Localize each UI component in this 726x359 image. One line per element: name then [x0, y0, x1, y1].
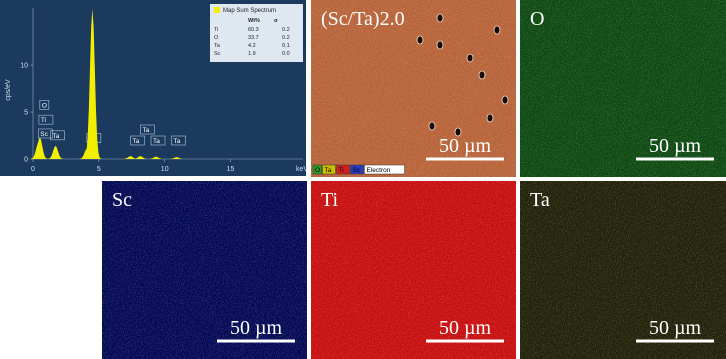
legend-swatch [214, 7, 220, 13]
peak-label-box [171, 135, 186, 146]
scale-bar-label: 50 µm [439, 317, 492, 339]
pore [428, 121, 436, 131]
table-cell: 0.0 [282, 51, 290, 57]
map-legend-chip [312, 164, 322, 175]
pore [493, 25, 501, 35]
pore [416, 35, 424, 45]
pore [454, 127, 462, 137]
table-cell: 4.2 [248, 43, 256, 49]
spectrum-title: Map Sum Spectrum [223, 8, 276, 14]
table-cell: 0.2 [282, 35, 290, 41]
table-cell: Ta [214, 43, 221, 49]
table-header: Wt% [248, 18, 260, 24]
map-legend-chip [336, 164, 350, 175]
y-tick-label: 0 [24, 157, 28, 164]
peak-label: Sc [40, 131, 48, 138]
peak-label-box [38, 128, 53, 139]
y-axis-label: cps/eV [5, 79, 12, 101]
table-cell: Sc [214, 51, 221, 57]
peak-label-box [39, 100, 50, 110]
map-noise [311, 181, 516, 359]
y-tick-label: 5 [24, 110, 28, 117]
peak-label: Ta [132, 138, 139, 145]
x-tick-label: 15 [227, 166, 235, 173]
map-legend-label: Ta [325, 167, 332, 174]
map-legend-label: Electron [367, 167, 391, 174]
map-noise [311, 0, 516, 177]
map-legend-label: Ti [339, 167, 344, 174]
spectrum-peak [45, 145, 66, 159]
pore [436, 13, 444, 23]
table-cell: 0.2 [282, 27, 290, 33]
map-legend-chip [364, 164, 405, 175]
map-noise [102, 181, 307, 359]
peak-label: Ti [41, 117, 46, 124]
peak-label-box [50, 130, 65, 141]
table-header: σ [274, 18, 278, 24]
y-tick-label: 10 [20, 63, 28, 70]
x-tick-label: 10 [161, 166, 169, 173]
pore [478, 70, 486, 80]
spectrum-peak [130, 156, 150, 159]
spectrum-peak [146, 156, 166, 159]
peak-label: Ta [53, 133, 60, 140]
spectrum-peak [82, 8, 102, 159]
x-axis-label: keV [296, 166, 308, 173]
map-label: Sc [112, 189, 132, 211]
scale-bar-label: 50 µm [649, 135, 702, 157]
spectrum-table-box [210, 4, 303, 62]
peak-label: Ta [142, 127, 149, 134]
peak-label: Ta [153, 138, 160, 145]
map-noise [520, 181, 726, 359]
table-cell: O [214, 35, 219, 41]
scale-bar-label: 50 µm [230, 317, 283, 339]
map-legend-chip [350, 164, 364, 175]
map-noise [520, 0, 726, 177]
map-legend-label: Sc [353, 167, 361, 174]
scale-bar-label: 50 µm [649, 317, 702, 339]
table-cell: 33.7 [248, 35, 259, 41]
peak-label-box [150, 135, 166, 146]
peak-label: O [42, 102, 47, 109]
table-cell: Ti [214, 27, 218, 33]
map-label: Ta [530, 189, 550, 211]
x-tick-label: 5 [97, 166, 101, 173]
peak-label-box [140, 124, 155, 135]
peak-label-box [38, 114, 54, 125]
map-legend-chip [322, 164, 336, 175]
peak-label: Ta [174, 138, 181, 145]
map-label: (Sc/Ta)2.0 [321, 8, 405, 30]
spectrum-peak [166, 157, 187, 159]
pore [436, 40, 444, 50]
pore [501, 95, 509, 105]
table-cell: 1.9 [248, 51, 256, 57]
table-cell: 0.1 [282, 43, 290, 49]
spectrum-peak [30, 137, 50, 159]
pore [486, 113, 494, 123]
spectrum-peak [120, 156, 141, 159]
pore [466, 53, 474, 63]
map-legend-label: O [315, 167, 320, 174]
map-label: O [530, 8, 544, 30]
scale-bar-label: 50 µm [439, 135, 492, 157]
map-label: Ti [321, 189, 339, 211]
table-cell: 60.3 [248, 27, 259, 33]
x-tick-label: 0 [31, 166, 35, 173]
peak-label-box [130, 135, 145, 146]
